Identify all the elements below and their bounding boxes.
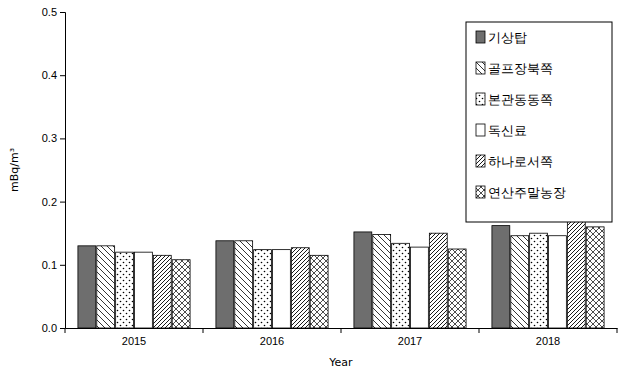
x-axis: 2015 2016 2017 2018 [65,328,618,347]
bar [216,241,234,328]
bar [254,250,272,328]
bar [411,247,429,328]
legend-swatch [476,124,485,136]
bar [586,227,604,328]
bar [116,252,134,328]
y-axis: 0.0 0.1 0.2 0.3 0.4 0.5 [42,6,66,334]
y-tick-mark [60,202,65,203]
bar [567,216,585,328]
y-tick-label: 0.3 [42,132,57,144]
x-axis-title: Year [328,356,353,369]
legend: 기상탑골프장북쪽본관동동쪽독신료하나로서쪽연산주말농장 [466,22,612,222]
bar [310,255,328,328]
y-tick-label: 0.0 [42,322,57,334]
y-tick-mark [60,75,65,76]
bar [492,226,510,328]
legend-label: 골프장북쪽 [488,61,553,76]
bar [273,250,291,328]
y-tick-label: 0.1 [42,259,57,271]
bar [97,246,115,328]
bar [172,260,190,328]
y-tick: 0.3 [42,132,65,144]
y-tick: 0.5 [42,6,65,18]
x-separator [65,328,66,333]
y-tick: 0.1 [42,259,65,271]
legend-box [466,22,612,222]
bar [392,243,410,328]
x-tick: 2017 [398,328,422,347]
y-axis-line [60,13,66,329]
legend-swatch [476,186,485,198]
bars [78,216,604,328]
legend-swatch [476,31,485,43]
bar [153,255,171,328]
x-separator [341,328,342,333]
y-tick-mark [60,12,65,13]
legend-swatch [476,62,485,74]
y-tick: 0.0 [42,322,65,334]
legend-label: 기상탑 [488,30,527,45]
legend-label: 연산주말농장 [488,185,566,200]
bar [549,236,567,328]
y-tick: 0.2 [42,196,65,208]
y-axis-title: mBq/m³ [8,148,21,192]
bar [291,248,309,328]
legend-label: 본관동동쪽 [488,92,553,107]
x-tick: 2015 [122,328,146,347]
bar [448,249,466,328]
legend-swatch [476,155,485,167]
legend-label: 하나로서쪽 [488,154,553,169]
x-tick: 2016 [260,328,284,347]
chart: 0.0 0.1 0.2 0.3 0.4 0.5 2015 2016 2017 2018 Year mB… [0,0,642,388]
bar [354,232,372,328]
x-separator [479,328,480,333]
bar [530,233,548,328]
bar [429,233,447,328]
bar [511,236,529,328]
legend-swatch [476,93,485,105]
x-separator [203,328,204,333]
y-tick: 0.4 [42,69,65,81]
y-tick-label: 0.2 [42,196,57,208]
y-tick-mark [60,138,65,139]
x-tick: 2018 [536,328,560,347]
x-tick-label: 2017 [398,335,422,347]
plot-area: 0.0 0.1 0.2 0.3 0.4 0.5 2015 2016 2017 2018 [42,6,618,347]
y-tick-label: 0.4 [42,69,57,81]
legend-label: 독신료 [488,123,527,138]
bar [78,246,96,328]
bar [373,234,391,328]
bar [235,241,253,328]
x-tick-label: 2015 [122,335,146,347]
x-separator [617,328,618,333]
x-tick-label: 2018 [536,335,560,347]
y-tick-mark [60,328,65,329]
y-tick-label: 0.5 [42,6,57,18]
x-tick-label: 2016 [260,335,284,347]
y-tick-mark [60,265,65,266]
bar [135,252,153,328]
